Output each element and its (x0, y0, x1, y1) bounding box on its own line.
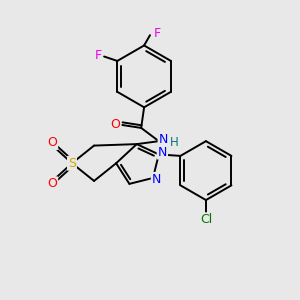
Text: O: O (47, 136, 57, 149)
Text: N: N (152, 173, 161, 186)
Text: O: O (47, 177, 57, 190)
Text: F: F (94, 49, 102, 62)
Text: F: F (154, 27, 161, 40)
Text: O: O (111, 118, 121, 131)
Text: S: S (68, 157, 76, 170)
Text: N: N (158, 146, 167, 159)
Text: H: H (170, 136, 178, 149)
Text: Cl: Cl (200, 213, 212, 226)
Text: N: N (159, 133, 168, 146)
